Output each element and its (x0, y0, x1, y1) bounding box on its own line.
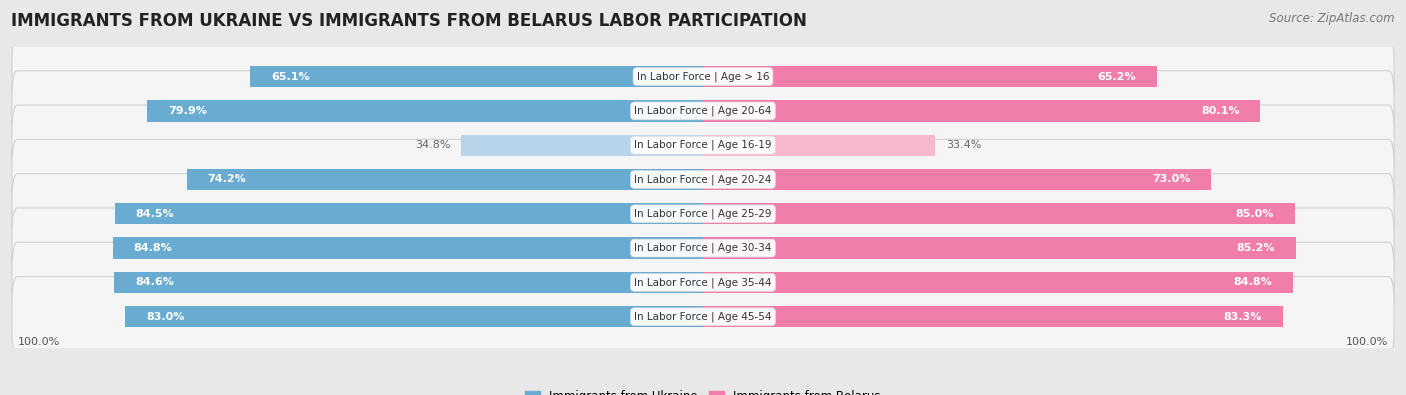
FancyBboxPatch shape (11, 139, 1395, 220)
Bar (703, 100, 1260, 122)
Text: Source: ZipAtlas.com: Source: ZipAtlas.com (1270, 12, 1395, 25)
FancyBboxPatch shape (11, 71, 1395, 151)
Text: In Labor Force | Age > 16: In Labor Force | Age > 16 (637, 71, 769, 82)
Text: 100.0%: 100.0% (1347, 337, 1389, 348)
Bar (703, 306, 1282, 327)
Bar (461, 135, 703, 156)
Text: In Labor Force | Age 20-24: In Labor Force | Age 20-24 (634, 174, 772, 185)
FancyBboxPatch shape (11, 242, 1395, 323)
Text: 65.1%: 65.1% (271, 71, 309, 81)
Text: 85.2%: 85.2% (1237, 243, 1275, 253)
FancyBboxPatch shape (11, 208, 1395, 288)
Text: 100.0%: 100.0% (17, 337, 59, 348)
FancyBboxPatch shape (11, 174, 1395, 254)
Text: 33.4%: 33.4% (946, 140, 981, 150)
Bar (187, 169, 703, 190)
Text: 84.5%: 84.5% (136, 209, 174, 219)
Bar (125, 306, 703, 327)
FancyBboxPatch shape (11, 105, 1395, 185)
Text: 79.9%: 79.9% (167, 106, 207, 116)
Text: In Labor Force | Age 25-29: In Labor Force | Age 25-29 (634, 209, 772, 219)
Text: 83.0%: 83.0% (146, 312, 184, 322)
Text: In Labor Force | Age 16-19: In Labor Force | Age 16-19 (634, 140, 772, 150)
Text: 84.8%: 84.8% (134, 243, 173, 253)
Legend: Immigrants from Ukraine, Immigrants from Belarus: Immigrants from Ukraine, Immigrants from… (520, 385, 886, 395)
Bar (115, 203, 703, 224)
Text: 65.2%: 65.2% (1097, 71, 1136, 81)
FancyBboxPatch shape (11, 36, 1395, 117)
Bar (703, 169, 1211, 190)
Bar (112, 237, 703, 259)
Text: 84.6%: 84.6% (135, 277, 174, 288)
Bar (114, 272, 703, 293)
Text: IMMIGRANTS FROM UKRAINE VS IMMIGRANTS FROM BELARUS LABOR PARTICIPATION: IMMIGRANTS FROM UKRAINE VS IMMIGRANTS FR… (11, 12, 807, 30)
Bar (250, 66, 703, 87)
Text: 34.8%: 34.8% (415, 140, 450, 150)
Text: 80.1%: 80.1% (1201, 106, 1240, 116)
Text: 74.2%: 74.2% (208, 175, 246, 184)
Text: 85.0%: 85.0% (1236, 209, 1274, 219)
Bar (703, 237, 1296, 259)
Bar (703, 203, 1295, 224)
Text: In Labor Force | Age 30-34: In Labor Force | Age 30-34 (634, 243, 772, 253)
FancyBboxPatch shape (11, 276, 1395, 357)
Bar (703, 66, 1157, 87)
Bar (146, 100, 703, 122)
Text: 73.0%: 73.0% (1152, 175, 1191, 184)
Text: 84.8%: 84.8% (1233, 277, 1272, 288)
Bar (703, 272, 1294, 293)
Text: In Labor Force | Age 35-44: In Labor Force | Age 35-44 (634, 277, 772, 288)
Bar (703, 135, 935, 156)
Text: In Labor Force | Age 45-54: In Labor Force | Age 45-54 (634, 312, 772, 322)
Text: 83.3%: 83.3% (1223, 312, 1261, 322)
Text: In Labor Force | Age 20-64: In Labor Force | Age 20-64 (634, 105, 772, 116)
